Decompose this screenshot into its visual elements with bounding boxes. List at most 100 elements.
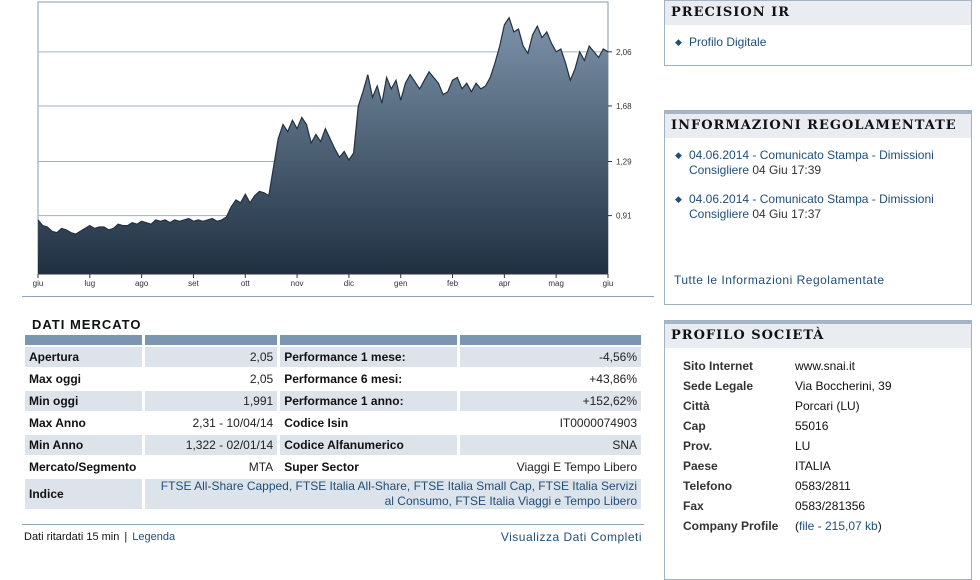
indice-link[interactable]: FTSE Italia Viaggi e Tempo Libero <box>455 494 637 508</box>
comunicato-link[interactable]: 04.06.2014 - Comunicato Stampa - Dimissi… <box>689 192 934 221</box>
profilo-digitale-link[interactable]: Profilo Digitale <box>689 35 767 49</box>
indice-link[interactable]: FTSE Italia Small Cap <box>413 479 532 493</box>
footnote: Dati ritardati 15 min | Legenda <box>24 531 175 543</box>
detail-label: Company Profile <box>683 519 779 533</box>
row-label: Codice Isin <box>280 413 458 433</box>
diamond-bullet-icon: ◆ <box>675 37 682 47</box>
detail-value: LU <box>795 439 811 453</box>
row-value: IT0000074903 <box>460 413 641 433</box>
row-label: Min Anno <box>25 435 142 455</box>
row-value: +152,62% <box>460 391 641 411</box>
precision-ir-list: ◆ Profilo Digitale <box>665 25 971 50</box>
x-tick-label: mag <box>548 279 564 288</box>
table-row-indice: Indice FTSE All-Share Capped, FTSE Itali… <box>25 479 641 509</box>
box-title: INFORMAZIONI REGOLAMENTATE <box>665 111 971 138</box>
table-header-bar <box>25 335 142 345</box>
detail-value: Porcari (LU) <box>795 399 860 413</box>
x-tick-label: gen <box>394 279 407 288</box>
indice-link[interactable]: FTSE All-Share Capped <box>160 479 289 493</box>
visualizza-dati-completi-link[interactable]: Visualizza Dati Completi <box>500 530 642 544</box>
row-value: SNA <box>460 435 641 455</box>
detail-value: ITALIA <box>795 459 831 473</box>
paren: ) <box>877 519 882 533</box>
row-value: 2,05 <box>144 347 278 367</box>
precision-ir-box: PRECISION IR ◆ Profilo Digitale <box>664 0 972 66</box>
x-tick-label: lug <box>84 279 95 288</box>
x-tick-label: apr <box>499 279 511 288</box>
profilo-societa-box: PROFILO SOCIETÀ Sito Internet www.snai.it… <box>664 320 972 580</box>
row-value: +43,86% <box>460 369 641 389</box>
detail-row: Company Profile (file - 215,07 kb) <box>683 516 971 536</box>
row-label: Indice <box>25 479 142 509</box>
divider <box>22 524 644 525</box>
detail-label: Città <box>683 399 710 413</box>
x-tick-label: nov <box>291 279 304 288</box>
row-value: -4,56% <box>460 347 641 367</box>
row-label: Apertura <box>25 347 142 367</box>
y-tick-label: 2,06 <box>616 48 632 57</box>
detail-row: Sede Legale Via Boccherini, 39 <box>683 376 971 396</box>
box-title: PRECISION IR <box>665 0 971 25</box>
row-value: Viaggi E Tempo Libero <box>460 457 641 477</box>
x-tick-label: set <box>188 279 199 288</box>
detail-value: 0583/2811 <box>795 479 851 493</box>
row-label: Min oggi <box>25 391 142 411</box>
x-tick-label: ago <box>135 279 149 288</box>
detail-label: Telefono <box>683 479 733 493</box>
x-tick-label: giu <box>603 279 614 288</box>
price-area <box>38 17 608 274</box>
detail-label: Sito Internet <box>683 359 754 373</box>
row-label: Performance 1 mese: <box>280 347 458 367</box>
paren: ( <box>795 519 799 533</box>
row-label: Performance 1 anno: <box>280 391 458 411</box>
separator: | <box>124 531 128 543</box>
dati-mercato-table: Apertura 2,05 Performance 1 mese: -4,56%… <box>22 333 644 511</box>
detail-label: Prov. <box>683 439 713 453</box>
detail-row: Città Porcari (LU) <box>683 396 971 416</box>
table-row: Min oggi 1,991 Performance 1 anno: +152,… <box>25 391 641 411</box>
indice-link[interactable]: FTSE Italia Servizi al Consumo <box>384 479 637 508</box>
detail-row: Prov. LU <box>683 436 971 456</box>
x-tick-label: dic <box>344 279 354 288</box>
table-header-bar <box>460 335 641 345</box>
legenda-link[interactable]: Legenda <box>132 531 176 543</box>
table-header-bar <box>280 335 458 345</box>
table-header-bar <box>144 335 278 345</box>
company-profile-file-link[interactable]: file - 215,07 kb <box>799 519 878 533</box>
x-tick-label: giu <box>33 279 44 288</box>
price-chart-svg: 2,06 1,68 1,29 0,91 giu lug ago set ott nov dic gen… <box>33 1 632 288</box>
indice-links: FTSE All-Share Capped, FTSE Italia All-S… <box>144 479 641 509</box>
list-item: ◆ 04.06.2014 - Comunicato Stampa - Dimiss… <box>675 192 963 222</box>
indice-link[interactable]: FTSE Italia All-Share <box>295 479 407 493</box>
table-row: Max oggi 2,05 Performance 6 mesi: +43,86… <box>25 369 641 389</box>
comunicato-date: 04 Giu 17:37 <box>752 207 822 221</box>
price-line <box>37 16 609 235</box>
comunicato-date: 04 Giu 17:39 <box>752 163 822 177</box>
row-label: Performance 6 mesi: <box>280 369 458 389</box>
x-tick-label: ott <box>241 279 251 288</box>
table-row: Min Anno 1,322 - 02/01/14 Codice Alfanum… <box>25 435 641 455</box>
detail-label: Fax <box>683 499 704 513</box>
row-value: 1,322 - 02/01/14 <box>144 435 278 455</box>
delay-note: Dati ritardati 15 min <box>24 531 120 543</box>
y-tick-label: 1,29 <box>616 157 632 166</box>
detail-value: 0583/281356 <box>795 499 866 513</box>
info-regolamentate-box: INFORMAZIONI REGOLAMENTATE ◆ 04.06.2014 -… <box>664 110 972 305</box>
diamond-bullet-icon: ◆ <box>675 194 682 204</box>
detail-value: Via Boccherini, 39 <box>795 379 892 393</box>
detail-value: 55016 <box>795 419 829 433</box>
tutte-info-link[interactable]: Tutte le Informazioni Regolamentate <box>674 273 885 287</box>
detail-label: Sede Legale <box>683 379 754 393</box>
row-label: Codice Alfanumerico <box>280 435 458 455</box>
detail-row: Fax 0583/281356 <box>683 496 971 516</box>
table-row: Apertura 2,05 Performance 1 mese: -4,56% <box>25 347 641 367</box>
comunicato-link[interactable]: 04.06.2014 - Comunicato Stampa - Dimissi… <box>689 148 934 177</box>
diamond-bullet-icon: ◆ <box>675 150 682 160</box>
row-label: Max Anno <box>25 413 142 433</box>
list-item: ◆ Profilo Digitale <box>675 35 963 50</box>
info-regolamentate-list: ◆ 04.06.2014 - Comunicato Stampa - Dimiss… <box>665 138 971 222</box>
table-row: Max Anno 2,31 - 10/04/14 Codice Isin IT0… <box>25 413 641 433</box>
dati-mercato-title: DATI MERCATO <box>32 317 142 332</box>
website-link[interactable]: www.snai.it <box>795 359 856 373</box>
price-chart: 2,06 1,68 1,29 0,91 giu lug ago set ott nov dic gen… <box>20 0 640 295</box>
